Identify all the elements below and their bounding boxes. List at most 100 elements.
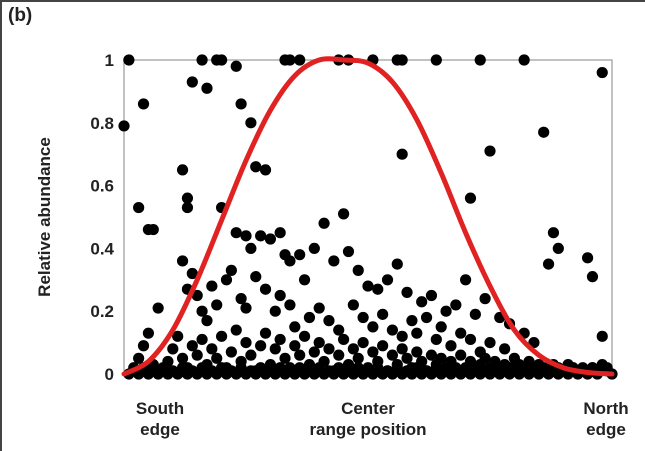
- data-point: [284, 255, 296, 267]
- data-point: [460, 274, 472, 286]
- data-point: [479, 293, 491, 305]
- data-point: [216, 330, 228, 342]
- y-tick-label: 0.4: [90, 239, 114, 258]
- data-point: [206, 280, 218, 292]
- data-point: [284, 54, 296, 66]
- data-point: [411, 346, 423, 358]
- data-point: [499, 343, 511, 355]
- data-point: [435, 352, 447, 364]
- x-category-label: North: [583, 399, 628, 418]
- y-tick-label: 0.2: [90, 302, 114, 321]
- data-point: [240, 337, 252, 349]
- data-point: [133, 201, 145, 214]
- data-point: [133, 352, 145, 364]
- data-point: [372, 283, 384, 295]
- data-point: [137, 340, 150, 352]
- data-point: [201, 82, 213, 94]
- data-point: [440, 305, 452, 317]
- data-point: [386, 324, 398, 336]
- data-point: [137, 98, 150, 110]
- data-point: [186, 76, 198, 88]
- data-point: [245, 117, 257, 129]
- x-category-label: range position: [309, 420, 426, 439]
- data-point: [484, 145, 496, 157]
- data-point: [469, 308, 481, 320]
- data-point: [245, 242, 257, 254]
- data-point: [191, 349, 203, 361]
- abundance-curve: [121, 56, 615, 377]
- data-point: [484, 337, 496, 349]
- data-point: [220, 274, 233, 286]
- data-point: [152, 302, 164, 314]
- data-point: [420, 311, 433, 324]
- data-point: [167, 343, 179, 355]
- data-point: [333, 349, 345, 361]
- data-point: [206, 343, 218, 355]
- data-point: [255, 230, 267, 242]
- data-point: [274, 333, 286, 346]
- data-point: [401, 352, 413, 364]
- data-point: [362, 280, 374, 292]
- data-point: [294, 249, 306, 261]
- data-point: [347, 299, 359, 311]
- data-point: [230, 60, 242, 72]
- y-tick-label: 0: [105, 365, 114, 384]
- data-point: [186, 267, 198, 280]
- data-point: [142, 327, 154, 339]
- x-category-label: Center: [341, 399, 395, 418]
- data-point: [216, 54, 228, 66]
- data-point: [538, 126, 550, 138]
- frame-border-left: [0, 0, 2, 451]
- data-point: [289, 321, 301, 333]
- data-point: [396, 54, 408, 66]
- data-point: [323, 343, 335, 355]
- data-point: [381, 274, 394, 286]
- data-point: [425, 289, 438, 302]
- data-point: [186, 340, 198, 352]
- data-point: [430, 333, 442, 346]
- panel-label: (b): [8, 5, 33, 26]
- data-point: [230, 324, 242, 336]
- data-point: [396, 343, 408, 355]
- data-point: [542, 258, 555, 270]
- data-point: [201, 315, 213, 327]
- data-point: [284, 299, 296, 311]
- data-point: [196, 305, 208, 317]
- data-point: [323, 315, 335, 327]
- data-point: [450, 299, 462, 311]
- data-point: [406, 315, 418, 327]
- data-point: [318, 217, 330, 229]
- data-point: [259, 327, 272, 339]
- x-category-label: edge: [586, 420, 626, 439]
- y-tick-label: 1: [105, 51, 114, 70]
- data-point: [342, 245, 355, 258]
- data-point: [240, 230, 252, 242]
- data-point: [225, 264, 237, 276]
- frame-border-top: [0, 0, 645, 2]
- data-point: [191, 289, 203, 302]
- data-point: [411, 327, 423, 339]
- data-point: [196, 54, 208, 66]
- data-point: [172, 330, 184, 342]
- data-point: [479, 352, 491, 364]
- data-point: [396, 148, 408, 160]
- data-point: [269, 305, 281, 317]
- data-point: [377, 340, 389, 352]
- data-point: [176, 352, 189, 364]
- data-point: [313, 337, 325, 349]
- data-point: [430, 54, 442, 66]
- data-point: [235, 293, 247, 305]
- data-point: [333, 324, 345, 336]
- data-point: [308, 346, 320, 358]
- data-point: [298, 274, 311, 286]
- data-point: [225, 346, 237, 358]
- data-point: [547, 227, 560, 239]
- data-point: [259, 283, 272, 295]
- data-point: [425, 349, 438, 361]
- data-point: [245, 349, 257, 361]
- data-point: [264, 233, 276, 245]
- data-point: [396, 330, 408, 342]
- data-point: [474, 54, 486, 66]
